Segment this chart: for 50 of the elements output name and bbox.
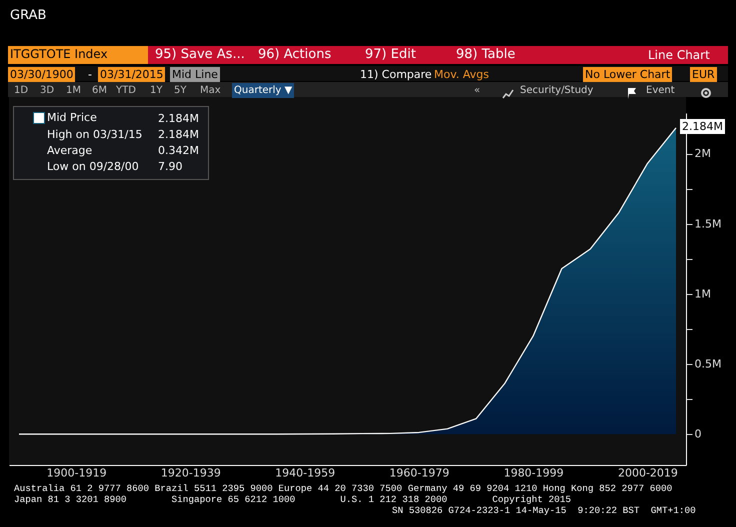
y-tick-label: 2M bbox=[694, 147, 711, 160]
x-tick-label: 1900-1919 bbox=[46, 466, 107, 480]
x-tick-label: 1920-1939 bbox=[160, 466, 221, 480]
legend-label: Mid Price bbox=[47, 110, 97, 125]
text: 03/30/1900 bbox=[8, 67, 76, 82]
text: « bbox=[474, 84, 480, 98]
annotation: 0.342M bbox=[158, 143, 199, 158]
annotation: 7.90 bbox=[158, 159, 182, 174]
text: 5Y bbox=[174, 84, 186, 98]
text: Max bbox=[200, 84, 221, 98]
text: SN 530826 G724-2323-1 14-May-15 9:20:22 BST GMT+1:00 bbox=[392, 505, 696, 516]
x-tick-label: 1980-1999 bbox=[504, 466, 564, 480]
text: 96) Actions bbox=[258, 47, 332, 62]
annotation: Low on 09/28/00 bbox=[47, 159, 139, 174]
y-tick-label: 0.5M bbox=[694, 358, 722, 371]
y-tick-label: 0 bbox=[694, 428, 702, 441]
annotation: High on 03/31/15 bbox=[47, 127, 142, 142]
x-tick-label: 1960-1979 bbox=[389, 466, 450, 480]
y-tick-label: 1M bbox=[694, 287, 711, 300]
text: Security/Study bbox=[520, 84, 594, 98]
text: 11) Compare bbox=[360, 67, 432, 82]
text: Quarterly ▼ bbox=[232, 83, 294, 98]
text: Japan 81 3 3201 8900 Singapore 65 6212 1000 U.S. 1 212 318 2000 Copyright 2015 bbox=[14, 494, 571, 505]
text: Line Chart bbox=[648, 48, 710, 63]
text: 3D bbox=[40, 84, 54, 98]
text: 6M bbox=[92, 84, 107, 98]
text: YTD bbox=[116, 84, 136, 98]
y-tick-label: 1.5M bbox=[694, 217, 722, 230]
text: 1D bbox=[14, 84, 28, 98]
text: - bbox=[88, 67, 92, 82]
text: Mid Line bbox=[170, 67, 220, 82]
annotation: 2.184M bbox=[158, 111, 199, 126]
x-tick-label: 2000-2019 bbox=[618, 466, 678, 480]
annotation: 2.184M bbox=[680, 119, 725, 134]
text: 1M bbox=[66, 84, 81, 98]
x-tick-label: 1940-1959 bbox=[275, 466, 336, 480]
text: Mov. Avgs bbox=[434, 67, 489, 82]
text: EUR bbox=[690, 67, 717, 82]
text: GRAB bbox=[10, 8, 46, 23]
text: 95) Save As... bbox=[155, 47, 245, 62]
text: 1Y bbox=[150, 84, 162, 98]
annotation: Average bbox=[47, 143, 92, 158]
chart-title: ITGGTOTE Index bbox=[10, 47, 108, 62]
text: Event bbox=[646, 84, 675, 98]
annotation: 2.184M bbox=[158, 127, 199, 142]
text: Australia 61 2 9777 8600 Brazil 5511 2395 9000 Europe 44 20 7330 7500 Germany 49 69 9204 1210 Hong Kong 852 2977 6000 bbox=[14, 483, 672, 494]
text: 97) Edit bbox=[365, 47, 416, 62]
text: No Lower Chart bbox=[583, 67, 672, 82]
text: 03/31/2015 bbox=[98, 67, 166, 82]
text: 98) Table bbox=[456, 47, 516, 62]
